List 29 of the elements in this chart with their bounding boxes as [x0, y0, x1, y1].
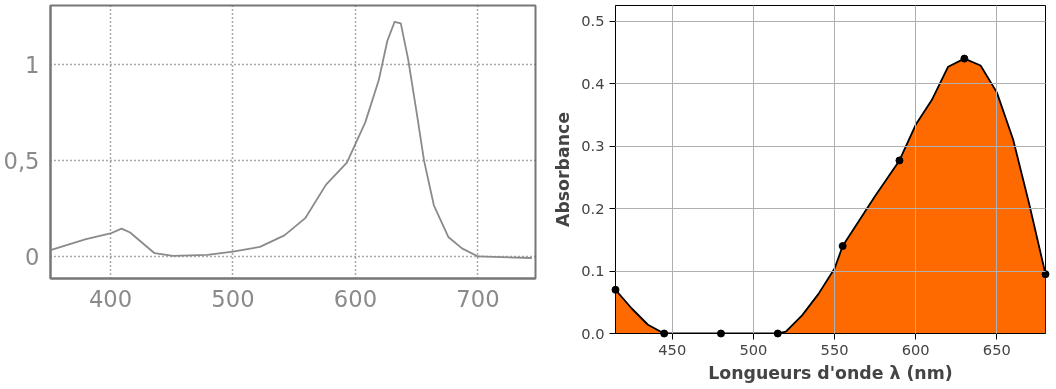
point [838, 242, 847, 251]
y-tick-label: 0.0 [581, 324, 605, 342]
y-tick-label: 0.1 [581, 262, 605, 280]
y-tick-label: 1 [25, 52, 40, 79]
point [960, 54, 969, 63]
x-tick-label: 600 [901, 340, 930, 358]
y-tick-label: 0.2 [581, 199, 605, 217]
y-tick-label: 0.5 [581, 12, 605, 30]
point [773, 329, 782, 338]
y-tick-label: 0.4 [581, 74, 605, 92]
y-axis-title: Absorbance [553, 111, 574, 228]
point [611, 285, 620, 294]
x-tick-label: 450 [658, 340, 687, 358]
point [895, 156, 904, 165]
x-tick-label: 600 [333, 285, 378, 312]
x-tick-label: 500 [739, 340, 768, 358]
x-tick-label: 400 [88, 285, 133, 312]
x-axis-title: Longueurs d'onde λ (nm) [708, 362, 953, 383]
point [1041, 270, 1050, 279]
point [716, 329, 725, 338]
y-tick-label: 0,5 [3, 148, 40, 175]
line-series [50, 20, 533, 259]
point [660, 329, 669, 338]
y-tick-label: 0.3 [581, 137, 605, 155]
x-tick-label: 700 [456, 285, 500, 312]
x-tick-label: 550 [820, 340, 849, 358]
x-tick-label: 500 [211, 285, 255, 312]
x-tick-label: 650 [982, 340, 1011, 358]
y-tick-label: 0 [25, 243, 40, 270]
